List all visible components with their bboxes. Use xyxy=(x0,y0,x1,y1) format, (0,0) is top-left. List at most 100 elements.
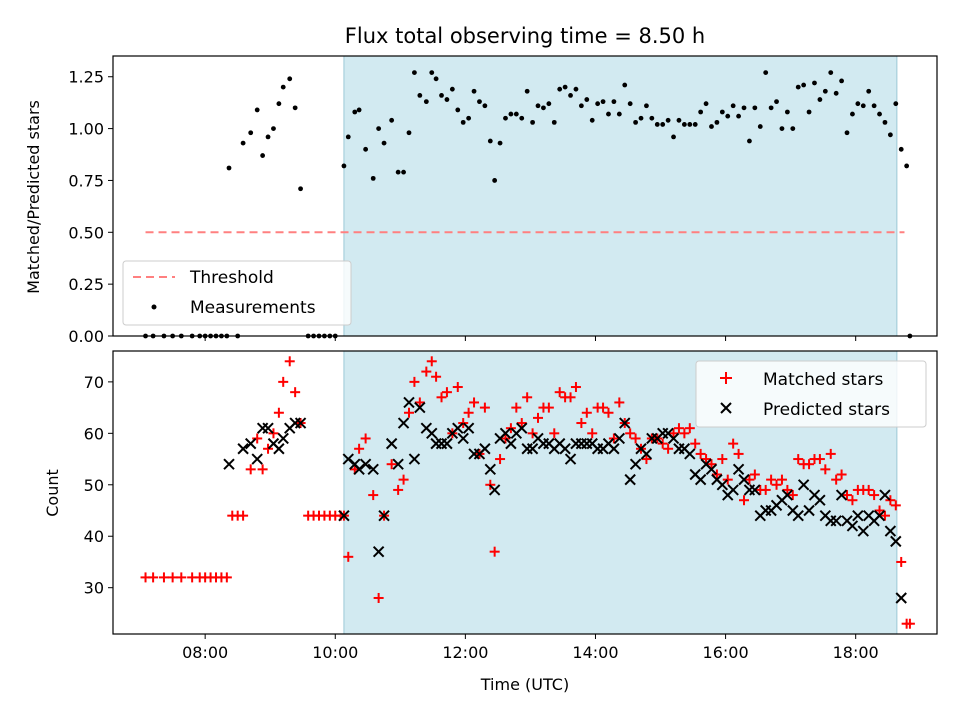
matched-star-point xyxy=(263,443,274,454)
measurement-point xyxy=(692,122,698,127)
measurement-point xyxy=(747,138,752,144)
xtick-label: 10:00 xyxy=(312,643,358,662)
matched-star-point xyxy=(679,428,690,439)
matched-star-point xyxy=(581,407,592,418)
predicted-star-point xyxy=(484,463,497,476)
measurement-point xyxy=(578,103,584,109)
matched-star-point xyxy=(469,397,480,408)
predicted-star-point xyxy=(462,422,475,434)
measurement-point xyxy=(714,119,720,125)
matched-star-point xyxy=(668,428,679,439)
matched-star-point xyxy=(766,474,777,485)
bottom-legend: Matched stars Predicted stars xyxy=(695,360,927,428)
measurement-point xyxy=(757,124,763,129)
predicted-legend-label: Predicted stars xyxy=(763,400,890,420)
xlabel: Time (UTC) xyxy=(480,675,569,694)
matched-star-point xyxy=(630,433,641,444)
predicted-star-point xyxy=(629,458,642,470)
predicted-star-point xyxy=(367,463,379,476)
measurement-point xyxy=(226,165,232,171)
measurement-point xyxy=(423,99,429,105)
measurement-point xyxy=(681,122,687,127)
predicted-star-point xyxy=(378,509,390,522)
measurement-point xyxy=(644,103,649,109)
matched-star-point xyxy=(273,407,284,418)
measurement-point xyxy=(460,119,466,125)
predicted-star-point xyxy=(781,489,794,501)
bottom-ytick-label: 50 xyxy=(84,476,104,495)
matched-star-point xyxy=(804,459,815,470)
predicted-star-point xyxy=(441,437,453,450)
measurement-point xyxy=(471,88,477,94)
matched-star-point xyxy=(739,495,750,506)
predicted-star-point xyxy=(624,473,636,486)
matched-star-point xyxy=(354,443,365,454)
measurement-point xyxy=(551,119,557,125)
predicted-star-point xyxy=(667,432,680,445)
measurements-legend-label: Measurements xyxy=(190,298,316,318)
matched-star-point xyxy=(814,454,825,465)
predicted-star-point xyxy=(516,422,528,434)
matched-star-point xyxy=(793,454,804,465)
matched-star-point xyxy=(744,474,755,485)
threshold-legend-label: Threshold xyxy=(189,268,274,288)
measurement-point xyxy=(584,97,590,102)
measurement-point xyxy=(477,99,482,105)
matched-star-point xyxy=(896,556,907,567)
matched-star-point xyxy=(706,459,717,470)
top-axes-frame xyxy=(112,55,938,337)
predicted-star-point xyxy=(884,525,897,537)
predicted-star-point xyxy=(846,520,859,532)
matched-star-point xyxy=(885,495,896,506)
matched-star-point xyxy=(403,407,414,418)
predicted-star-point xyxy=(277,432,289,445)
predicted-star-point xyxy=(256,422,269,434)
matched-star-point xyxy=(452,382,463,393)
matched-star-point xyxy=(625,428,636,439)
measurement-point xyxy=(466,115,472,121)
predicted-star-point xyxy=(613,432,626,445)
matched-star-point xyxy=(368,490,379,501)
measurement-point xyxy=(850,111,855,117)
predicted-star-point xyxy=(835,489,848,501)
predicted-star-point xyxy=(385,437,398,450)
measurement-point xyxy=(497,140,503,146)
measurement-point xyxy=(898,146,904,152)
predicted-star-point xyxy=(803,504,815,517)
measurement-point xyxy=(638,115,644,121)
measurement-point xyxy=(356,107,362,113)
matched-star-point xyxy=(426,356,437,367)
matched-star-point xyxy=(863,484,874,495)
measurement-point xyxy=(633,119,638,125)
measurement-point xyxy=(752,105,758,111)
matched-star-point xyxy=(522,392,533,403)
measurement-point xyxy=(725,113,731,119)
matched-star-point xyxy=(543,402,554,413)
measurement-point xyxy=(616,111,622,117)
xtick-label: 12:00 xyxy=(442,643,488,662)
predicted-star-point xyxy=(414,401,426,414)
measurement-point xyxy=(877,111,882,117)
measurement-point xyxy=(541,105,546,111)
measurement-point xyxy=(698,109,704,115)
measurement-point xyxy=(524,88,530,94)
measurement-point xyxy=(611,99,617,105)
matched-star-point xyxy=(500,433,511,444)
predicted-star-point xyxy=(564,453,577,465)
matched-star-point xyxy=(657,438,668,449)
matched-star-point xyxy=(257,464,268,475)
predicted-star-point xyxy=(338,509,350,522)
measurement-point xyxy=(833,90,839,96)
measurement-point xyxy=(530,119,535,125)
measurement-point xyxy=(433,76,439,82)
predicted-star-point xyxy=(797,479,810,491)
predicted-star-point xyxy=(830,515,842,527)
matched-star-point xyxy=(904,618,915,629)
predicted-star-point xyxy=(273,443,285,455)
measurement-point xyxy=(341,163,347,169)
measurement-point xyxy=(828,70,834,75)
measurement-point xyxy=(600,99,606,105)
measurement-point xyxy=(508,111,514,117)
predicted-star-point xyxy=(372,545,385,558)
predicted-star-point xyxy=(397,417,410,429)
